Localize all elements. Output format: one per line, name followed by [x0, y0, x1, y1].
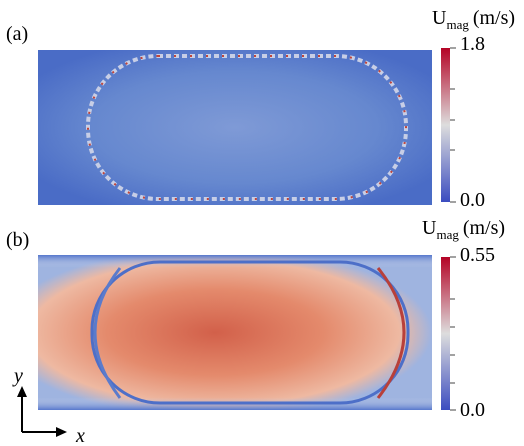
field-edge	[38, 255, 432, 410]
figure: (a) Umag (m/s) 1.8 0.0 (b) Umag (m/s) 0.55…	[0, 0, 524, 446]
colorbar-min: 0.0	[460, 399, 485, 421]
panel-label: (b)	[6, 229, 29, 251]
text: U	[432, 7, 447, 29]
axis-label-y: y	[12, 365, 23, 387]
text: U	[422, 217, 437, 239]
colorbar-max: 0.55	[460, 244, 495, 266]
text: mag	[436, 227, 459, 242]
colorbar	[441, 257, 450, 410]
colorbar-title: Umag (m/s)	[422, 217, 505, 242]
text: (m/s)	[463, 217, 505, 239]
panel-b: (b) Umag (m/s) 0.55 0.0	[6, 217, 505, 421]
text: (m/s)	[473, 7, 515, 29]
colorbar	[441, 48, 450, 202]
text: mag	[446, 17, 469, 32]
colorbar-ticks	[450, 257, 456, 410]
colorbar-min: 0.0	[460, 189, 485, 211]
field-plot	[38, 50, 432, 205]
colorbar-max: 1.8	[460, 33, 485, 55]
panel-label: (a)	[6, 23, 28, 45]
colorbar-ticks	[450, 48, 456, 202]
colorbar-title: Umag (m/s)	[432, 7, 515, 32]
axis-label-x: x	[75, 425, 85, 446]
panel-a: (a) Umag (m/s) 1.8 0.0	[6, 7, 515, 211]
